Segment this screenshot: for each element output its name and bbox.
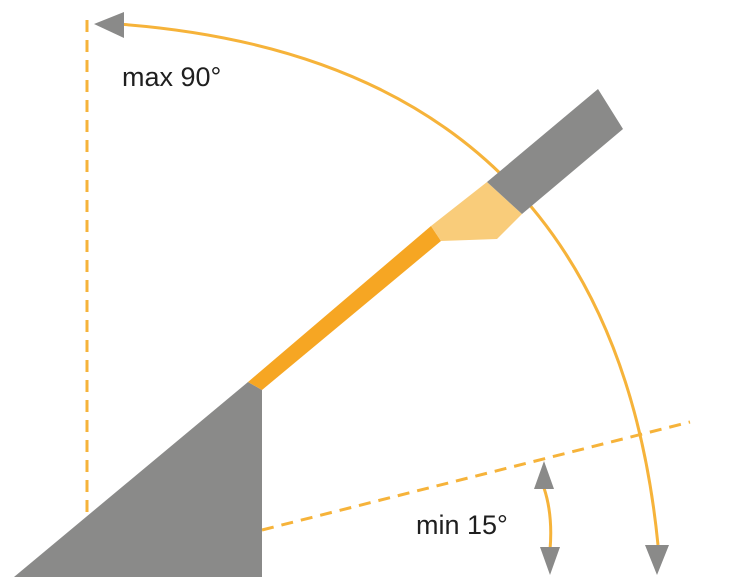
arc-arrowhead-left-icon: [94, 12, 124, 38]
arc-arrowhead-down-icon: [645, 545, 669, 575]
gray-upper-arm: [487, 89, 623, 214]
orange-rod: [248, 226, 441, 390]
max-angle-label: max 90°: [122, 62, 222, 92]
min-angle-arc: [542, 487, 553, 551]
light-collar: [431, 182, 522, 241]
min-angle-dashed-line: [261, 420, 691, 532]
min-angle-label: min 15°: [416, 510, 508, 540]
min-arc-arrowhead-down-icon: [540, 547, 560, 575]
base-wedge: [14, 382, 262, 577]
min-arc-arrowhead-up-icon: [534, 461, 554, 489]
